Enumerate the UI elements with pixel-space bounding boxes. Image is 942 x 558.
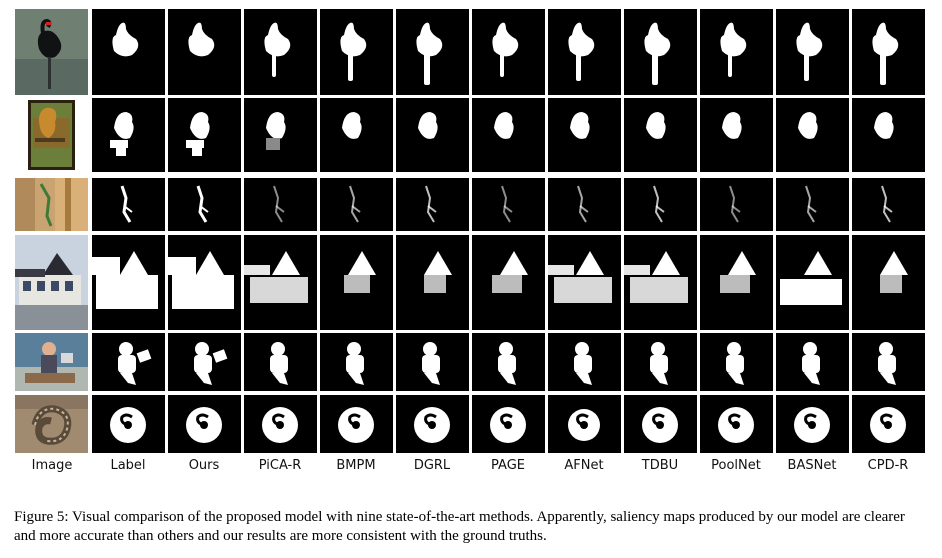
saliency-map-snake-pica-r	[244, 395, 317, 453]
saliency-map-bird-afnet	[548, 98, 621, 172]
saliency-map-child-tdbu	[624, 333, 697, 391]
saliency-map-snake-tdbu	[624, 395, 697, 453]
saliency-map-child-dgrl	[396, 333, 469, 391]
saliency-map-lizard-basnet	[776, 178, 849, 231]
saliency-map-child-label	[92, 333, 165, 391]
saliency-map-house-page	[472, 235, 545, 330]
saliency-map-house-poolnet	[700, 235, 773, 330]
saliency-map-swan-tdbu	[624, 9, 697, 95]
saliency-map-house-label	[92, 235, 165, 330]
saliency-map-lizard-afnet	[548, 178, 621, 231]
saliency-map-swan-ours	[168, 9, 241, 95]
saliency-map-child-ours	[168, 333, 241, 391]
saliency-map-snake-page	[472, 395, 545, 453]
col-label-cpd-r: CPD-R	[867, 458, 909, 473]
col-label-poolnet: PoolNet	[711, 458, 761, 473]
saliency-map-child-bmpm	[320, 333, 393, 391]
saliency-map-house-ours	[168, 235, 241, 330]
saliency-map-snake-dgrl	[396, 395, 469, 453]
saliency-map-bird-tdbu	[624, 98, 697, 172]
saliency-map-child-basnet	[776, 333, 849, 391]
saliency-map-child-cpd-r	[852, 333, 925, 391]
saliency-map-child-pica-r	[244, 333, 317, 391]
saliency-map-snake-cpd-r	[852, 395, 925, 453]
col-label-dgrl: DGRL	[413, 458, 451, 473]
col-label-page: PAGE	[491, 458, 525, 473]
saliency-map-lizard-dgrl	[396, 178, 469, 231]
saliency-map-house-dgrl	[396, 235, 469, 330]
col-label-bmpm: BMPM	[336, 458, 376, 473]
input-image-child-image	[15, 333, 88, 391]
col-label-basnet: BASNet	[787, 458, 837, 473]
saliency-map-swan-poolnet	[700, 9, 773, 95]
saliency-map-child-poolnet	[700, 333, 773, 391]
saliency-map-lizard-poolnet	[700, 178, 773, 231]
col-label-ours: Ours	[188, 458, 220, 473]
saliency-map-swan-dgrl	[396, 9, 469, 95]
saliency-map-house-basnet	[776, 235, 849, 330]
saliency-map-lizard-bmpm	[320, 178, 393, 231]
figure-caption: Figure 5: Visual comparison of the propo…	[14, 509, 905, 544]
saliency-map-lizard-page	[472, 178, 545, 231]
input-image-bird-image	[15, 98, 88, 172]
saliency-map-bird-page	[472, 98, 545, 172]
saliency-map-swan-afnet	[548, 9, 621, 95]
saliency-map-house-tdbu	[624, 235, 697, 330]
saliency-map-bird-cpd-r	[852, 98, 925, 172]
saliency-map-bird-poolnet	[700, 98, 773, 172]
saliency-map-bird-pica-r	[244, 98, 317, 172]
saliency-map-snake-bmpm	[320, 395, 393, 453]
input-image-house-image	[15, 235, 88, 330]
saliency-map-lizard-label	[92, 178, 165, 231]
saliency-map-bird-ours	[168, 98, 241, 172]
col-label-label: Label	[110, 458, 146, 473]
saliency-map-lizard-pica-r	[244, 178, 317, 231]
saliency-map-house-afnet	[548, 235, 621, 330]
saliency-map-lizard-tdbu	[624, 178, 697, 231]
saliency-map-child-afnet	[548, 333, 621, 391]
saliency-map-snake-poolnet	[700, 395, 773, 453]
saliency-map-house-pica-r	[244, 235, 317, 330]
col-label-tdbu: TDBU	[641, 458, 679, 473]
saliency-map-swan-label	[92, 9, 165, 95]
saliency-map-snake-label	[92, 395, 165, 453]
saliency-map-snake-afnet	[548, 395, 621, 453]
saliency-map-swan-basnet	[776, 9, 849, 95]
saliency-map-child-page	[472, 333, 545, 391]
input-image-swan-image	[15, 9, 88, 95]
saliency-map-swan-page	[472, 9, 545, 95]
col-label-image: Image	[31, 458, 73, 473]
input-image-lizard-image	[15, 178, 88, 231]
saliency-map-swan-bmpm	[320, 9, 393, 95]
saliency-map-lizard-cpd-r	[852, 178, 925, 231]
saliency-map-lizard-ours	[168, 178, 241, 231]
input-image-snake-image	[15, 395, 88, 453]
saliency-map-swan-pica-r	[244, 9, 317, 95]
saliency-map-snake-basnet	[776, 395, 849, 453]
col-label-pica-r: PiCA-R	[258, 458, 302, 473]
saliency-map-bird-basnet	[776, 98, 849, 172]
col-label-afnet: AFNet	[564, 458, 604, 473]
saliency-map-house-bmpm	[320, 235, 393, 330]
saliency-map-bird-dgrl	[396, 98, 469, 172]
saliency-map-swan-cpd-r	[852, 9, 925, 95]
saliency-map-bird-bmpm	[320, 98, 393, 172]
saliency-map-bird-label	[92, 98, 165, 172]
saliency-map-house-cpd-r	[852, 235, 925, 330]
saliency-map-snake-ours	[168, 395, 241, 453]
